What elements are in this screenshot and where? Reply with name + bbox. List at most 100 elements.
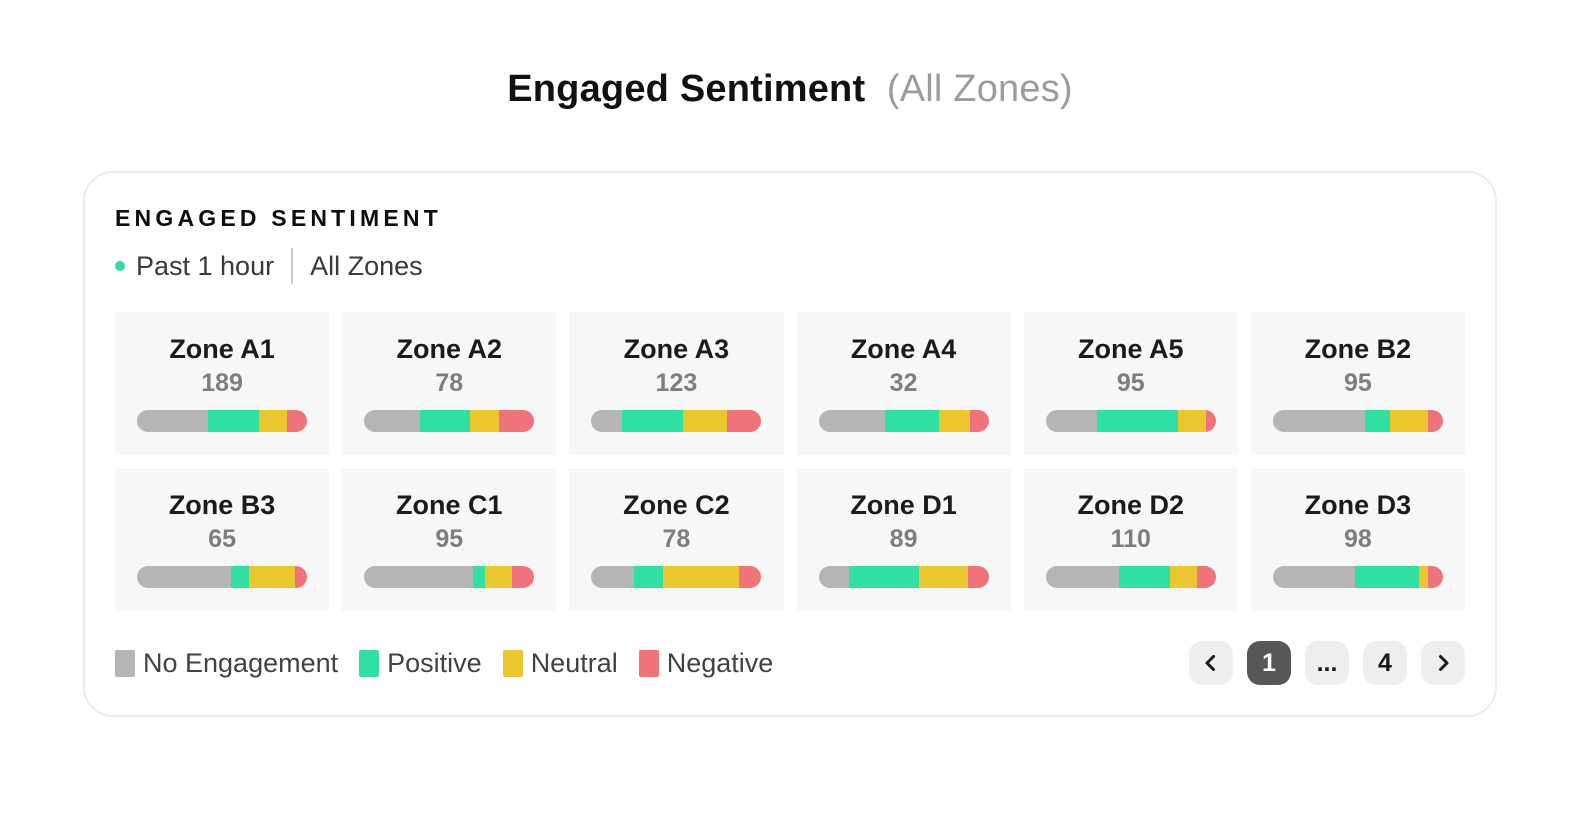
zone-engaged-count: 95 — [1116, 368, 1145, 397]
chevron-right-icon — [1434, 654, 1452, 672]
page-title-main: Engaged Sentiment — [507, 68, 866, 110]
bar-segment-negative — [512, 566, 535, 589]
bar-segment-neutral — [662, 566, 740, 589]
bar-segment-no-engagement — [1045, 410, 1097, 433]
bar-segment-positive — [1118, 566, 1170, 589]
subtitle-divider — [291, 248, 294, 284]
zone-sentiment-bar — [364, 566, 535, 589]
next-page-button[interactable] — [1421, 641, 1465, 685]
zone-sentiment-bar — [818, 566, 989, 589]
zone-name: Zone A5 — [1077, 333, 1184, 364]
zone-sentiment-bar — [137, 566, 308, 589]
pagination: 1... 4 — [1189, 641, 1465, 685]
bar-segment-positive — [230, 566, 250, 589]
zone-tile: Zone C2 78 — [569, 468, 784, 611]
bar-segment-negative — [498, 410, 535, 433]
legend: No Engagement Positive Neutral Negative — [115, 648, 773, 679]
legend-label: Neutral — [530, 647, 618, 678]
chevron-left-icon — [1202, 654, 1220, 672]
zone-engaged-count: 78 — [435, 368, 464, 397]
bar-segment-no-engagement — [818, 410, 885, 433]
bar-segment-neutral — [1419, 566, 1428, 589]
bar-segment-neutral — [1390, 410, 1428, 433]
bar-segment-positive — [1096, 410, 1179, 433]
zones-grid: Zone A1 189 Zone A2 78 Zone A3 123 Zone … — [115, 312, 1465, 611]
zone-sentiment-bar — [1045, 410, 1216, 433]
bar-segment-neutral — [484, 566, 513, 589]
bar-segment-no-engagement — [591, 566, 634, 589]
bar-segment-no-engagement — [1272, 566, 1355, 589]
legend-label: No Engagement — [143, 647, 339, 678]
bar-segment-neutral — [1169, 566, 1198, 589]
bar-segment-negative — [1427, 410, 1443, 433]
zone-name: Zone D2 — [1077, 489, 1184, 520]
zone-engaged-count: 189 — [201, 368, 243, 397]
page-title-suffix — [876, 68, 887, 110]
zone-engaged-count: 32 — [889, 368, 918, 397]
zone-engaged-count: 110 — [1110, 524, 1151, 553]
zone-tile: Zone A3 123 — [569, 312, 784, 455]
legend-label: Negative — [666, 647, 774, 678]
legend-swatch-icon — [359, 649, 380, 677]
zone-scope-label: All Zones — [310, 250, 423, 281]
bar-segment-neutral — [683, 410, 728, 433]
bar-segment-neutral — [939, 410, 970, 433]
bar-segment-positive — [633, 566, 663, 589]
zone-engaged-count: 95 — [1344, 368, 1372, 397]
zone-name: Zone B3 — [168, 489, 276, 520]
zone-name: Zone D1 — [850, 489, 957, 520]
page-number-button[interactable]: 1 — [1247, 641, 1291, 685]
page-title-scope: (All Zones) — [886, 68, 1073, 110]
legend-swatch-icon — [638, 649, 659, 677]
bar-segment-no-engagement — [1045, 566, 1119, 589]
bar-segment-negative — [1427, 566, 1443, 589]
zone-sentiment-bar — [137, 410, 308, 433]
bar-segment-neutral — [469, 410, 499, 433]
bar-segment-no-engagement — [818, 566, 850, 589]
legend-item: Neutral — [502, 647, 618, 679]
bar-segment-no-engagement — [364, 410, 421, 433]
bar-segment-no-engagement — [591, 410, 622, 433]
bar-segment-negative — [1197, 566, 1216, 589]
zone-sentiment-bar — [364, 410, 535, 433]
legend-item: Positive — [359, 648, 482, 679]
bar-segment-no-engagement — [137, 566, 231, 589]
bar-segment-negative — [295, 566, 308, 589]
legend-item: Negative — [638, 647, 774, 679]
bar-segment-no-engagement — [364, 566, 474, 589]
bar-segment-positive — [884, 410, 940, 433]
bar-segment-positive — [208, 410, 260, 433]
bar-segment-negative — [739, 566, 762, 589]
bar-segment-positive — [622, 410, 684, 433]
bar-segment-positive — [1364, 410, 1391, 433]
zone-sentiment-bar — [818, 410, 989, 433]
zone-sentiment-bar — [1272, 566, 1443, 589]
zone-tile: Zone A1 189 — [115, 312, 330, 455]
zone-tile: Zone D2 110 — [1023, 468, 1238, 611]
zone-tile: Zone D1 89 — [796, 468, 1011, 611]
bar-segment-negative — [968, 566, 989, 589]
zone-tile: Zone A2 78 — [342, 312, 557, 455]
zone-name: Zone A2 — [396, 333, 502, 364]
zone-name: Zone D3 — [1304, 489, 1412, 520]
zone-engaged-count: 98 — [1344, 524, 1372, 553]
bar-segment-negative — [969, 410, 989, 433]
zone-name: Zone A3 — [623, 333, 730, 364]
zone-name: Zone A1 — [169, 333, 275, 364]
bar-segment-positive — [420, 410, 470, 433]
time-range-label: Past 1 hour — [136, 250, 275, 281]
page-number-button[interactable]: 4 — [1363, 641, 1407, 685]
bar-segment-positive — [1354, 566, 1420, 589]
bar-segment-neutral — [1178, 410, 1206, 433]
zone-sentiment-bar — [591, 410, 762, 433]
previous-page-button[interactable] — [1189, 641, 1233, 685]
bar-segment-positive — [473, 566, 485, 589]
zone-tile: Zone B2 95 — [1250, 312, 1465, 455]
card-heading: ENGAGED SENTIMENT — [115, 205, 442, 231]
zone-tile: Zone A5 95 — [1023, 312, 1238, 455]
zone-tile: Zone B3 65 — [115, 468, 330, 611]
page-number-button[interactable]: ... — [1305, 641, 1349, 685]
page-title: Engaged Sentiment (All Zones) — [0, 68, 1580, 111]
zone-engaged-count: 78 — [662, 524, 691, 553]
legend-label: Positive — [387, 647, 482, 678]
